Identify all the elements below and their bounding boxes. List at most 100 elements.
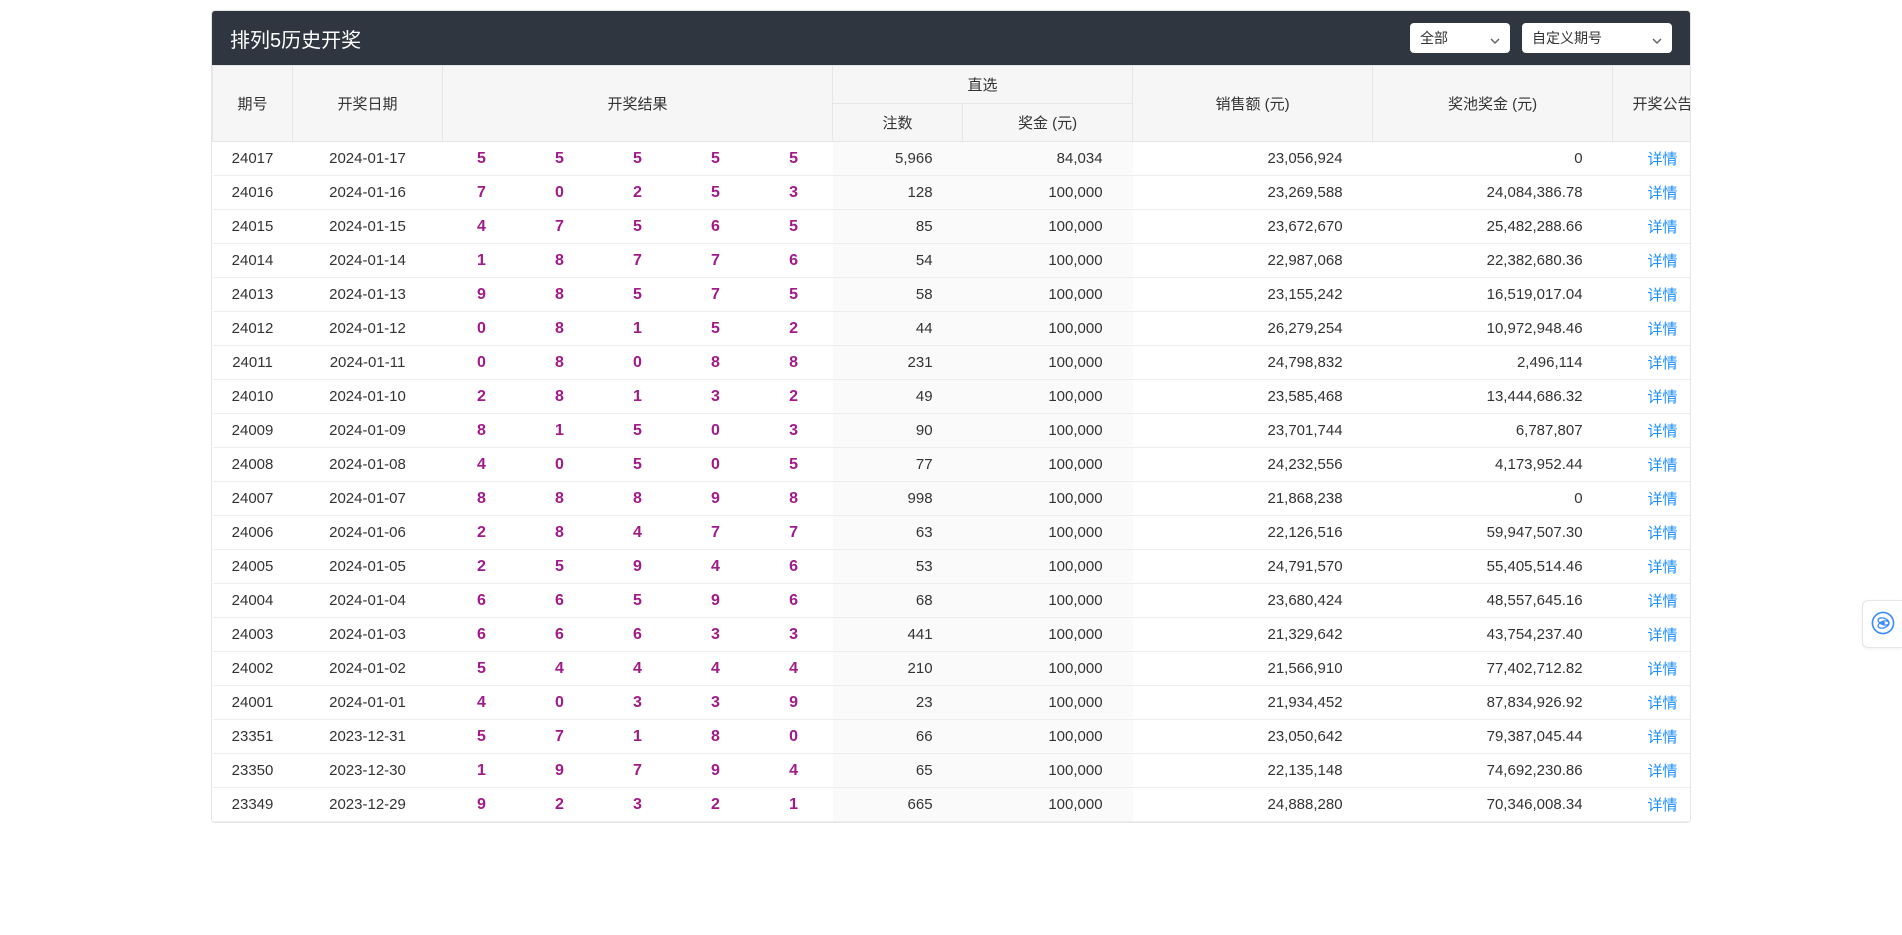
cell-sales: 21,868,238: [1133, 482, 1373, 516]
detail-link[interactable]: 详情: [1648, 457, 1678, 474]
cell-ball-1: 0: [443, 346, 521, 380]
detail-link[interactable]: 详情: [1648, 729, 1678, 746]
cell-zhixuan-bonus: 100,000: [963, 720, 1133, 754]
cell-zhixuan-count: 90: [833, 414, 963, 448]
detail-link[interactable]: 详情: [1648, 559, 1678, 576]
cell-zhixuan-count: 5,966: [833, 142, 963, 176]
cell-pool: 0: [1373, 142, 1613, 176]
detail-link[interactable]: 详情: [1648, 287, 1678, 304]
cell-zhixuan-bonus: 100,000: [963, 686, 1133, 720]
filter-custom-select[interactable]: 自定义期号: [1522, 23, 1672, 53]
cell-date: 2024-01-08: [293, 448, 443, 482]
cell-zhixuan-count: 53: [833, 550, 963, 584]
cell-ball-2: 8: [521, 482, 599, 516]
cell-issue: 23349: [213, 788, 293, 822]
cell-ball-5: 6: [755, 244, 833, 278]
table-row: 240102024-01-102813249100,00023,585,4681…: [213, 380, 1692, 414]
cell-zhixuan-bonus: 100,000: [963, 448, 1133, 482]
cell-pool: 25,482,288.66: [1373, 210, 1613, 244]
cell-ball-2: 8: [521, 346, 599, 380]
cell-ball-3: 5: [599, 278, 677, 312]
cell-zhixuan-count: 23: [833, 686, 963, 720]
cell-date: 2024-01-01: [293, 686, 443, 720]
cell-ball-5: 3: [755, 414, 833, 448]
cell-issue: 24006: [213, 516, 293, 550]
cell-date: 2024-01-10: [293, 380, 443, 414]
cell-zhixuan-bonus: 100,000: [963, 652, 1133, 686]
cell-ball-2: 4: [521, 652, 599, 686]
cell-zhixuan-bonus: 100,000: [963, 346, 1133, 380]
float-assist-button[interactable]: [1862, 600, 1902, 648]
detail-link[interactable]: 详情: [1648, 593, 1678, 610]
detail-link[interactable]: 详情: [1648, 355, 1678, 372]
cell-zhixuan-count: 665: [833, 788, 963, 822]
cell-zhixuan-bonus: 100,000: [963, 176, 1133, 210]
cell-notice: 详情: [1613, 346, 1691, 380]
cell-sales: 23,585,468: [1133, 380, 1373, 414]
cell-ball-2: 7: [521, 720, 599, 754]
detail-link[interactable]: 详情: [1648, 151, 1678, 168]
detail-link[interactable]: 详情: [1648, 423, 1678, 440]
cell-pool: 59,947,507.30: [1373, 516, 1613, 550]
cell-notice: 详情: [1613, 686, 1691, 720]
cell-ball-2: 6: [521, 584, 599, 618]
cell-zhixuan-count: 128: [833, 176, 963, 210]
detail-link[interactable]: 详情: [1648, 627, 1678, 644]
detail-link[interactable]: 详情: [1648, 763, 1678, 780]
detail-link[interactable]: 详情: [1648, 797, 1678, 814]
cell-notice: 详情: [1613, 244, 1691, 278]
cell-notice: 详情: [1613, 380, 1691, 414]
cell-notice: 详情: [1613, 754, 1691, 788]
filter-custom-label: 自定义期号: [1532, 28, 1602, 48]
table-row: 240132024-01-139857558100,00023,155,2421…: [213, 278, 1692, 312]
cell-pool: 2,496,114: [1373, 346, 1613, 380]
cell-zhixuan-bonus: 100,000: [963, 210, 1133, 244]
cell-date: 2024-01-03: [293, 618, 443, 652]
cell-ball-5: 1: [755, 788, 833, 822]
cell-notice: 详情: [1613, 176, 1691, 210]
cell-ball-3: 5: [599, 210, 677, 244]
cell-ball-2: 5: [521, 550, 599, 584]
detail-link[interactable]: 详情: [1648, 185, 1678, 202]
cell-sales: 24,888,280: [1133, 788, 1373, 822]
cell-ball-2: 1: [521, 414, 599, 448]
cell-pool: 87,834,926.92: [1373, 686, 1613, 720]
cell-issue: 24001: [213, 686, 293, 720]
table-row: 240152024-01-154756585100,00023,672,6702…: [213, 210, 1692, 244]
col-zhixuan-bonus: 奖金 (元): [963, 104, 1133, 142]
cell-ball-1: 5: [443, 652, 521, 686]
cell-ball-1: 9: [443, 278, 521, 312]
detail-link[interactable]: 详情: [1648, 321, 1678, 338]
cell-sales: 23,672,670: [1133, 210, 1373, 244]
detail-link[interactable]: 详情: [1648, 695, 1678, 712]
detail-link[interactable]: 详情: [1648, 491, 1678, 508]
cell-ball-5: 2: [755, 380, 833, 414]
header-bar: 排列5历史开奖 全部 自定义期号: [212, 11, 1690, 65]
cell-ball-2: 7: [521, 210, 599, 244]
page-title: 排列5历史开奖: [230, 24, 361, 53]
cell-notice: 详情: [1613, 516, 1691, 550]
cell-issue: 24014: [213, 244, 293, 278]
cell-sales: 26,279,254: [1133, 312, 1373, 346]
cell-ball-5: 5: [755, 278, 833, 312]
cell-pool: 16,519,017.04: [1373, 278, 1613, 312]
cell-sales: 24,232,556: [1133, 448, 1373, 482]
cell-zhixuan-bonus: 100,000: [963, 516, 1133, 550]
cell-ball-1: 1: [443, 244, 521, 278]
detail-link[interactable]: 详情: [1648, 389, 1678, 406]
detail-link[interactable]: 详情: [1648, 219, 1678, 236]
filter-all-select[interactable]: 全部: [1410, 23, 1510, 53]
cell-ball-2: 8: [521, 312, 599, 346]
cell-ball-3: 5: [599, 414, 677, 448]
detail-link[interactable]: 详情: [1648, 253, 1678, 270]
cell-date: 2024-01-09: [293, 414, 443, 448]
detail-link[interactable]: 详情: [1648, 661, 1678, 678]
cell-date: 2024-01-14: [293, 244, 443, 278]
cell-ball-4: 4: [677, 550, 755, 584]
cell-ball-3: 0: [599, 346, 677, 380]
cell-ball-1: 2: [443, 516, 521, 550]
cell-issue: 24009: [213, 414, 293, 448]
detail-link[interactable]: 详情: [1648, 525, 1678, 542]
cell-pool: 24,084,386.78: [1373, 176, 1613, 210]
cell-notice: 详情: [1613, 414, 1691, 448]
